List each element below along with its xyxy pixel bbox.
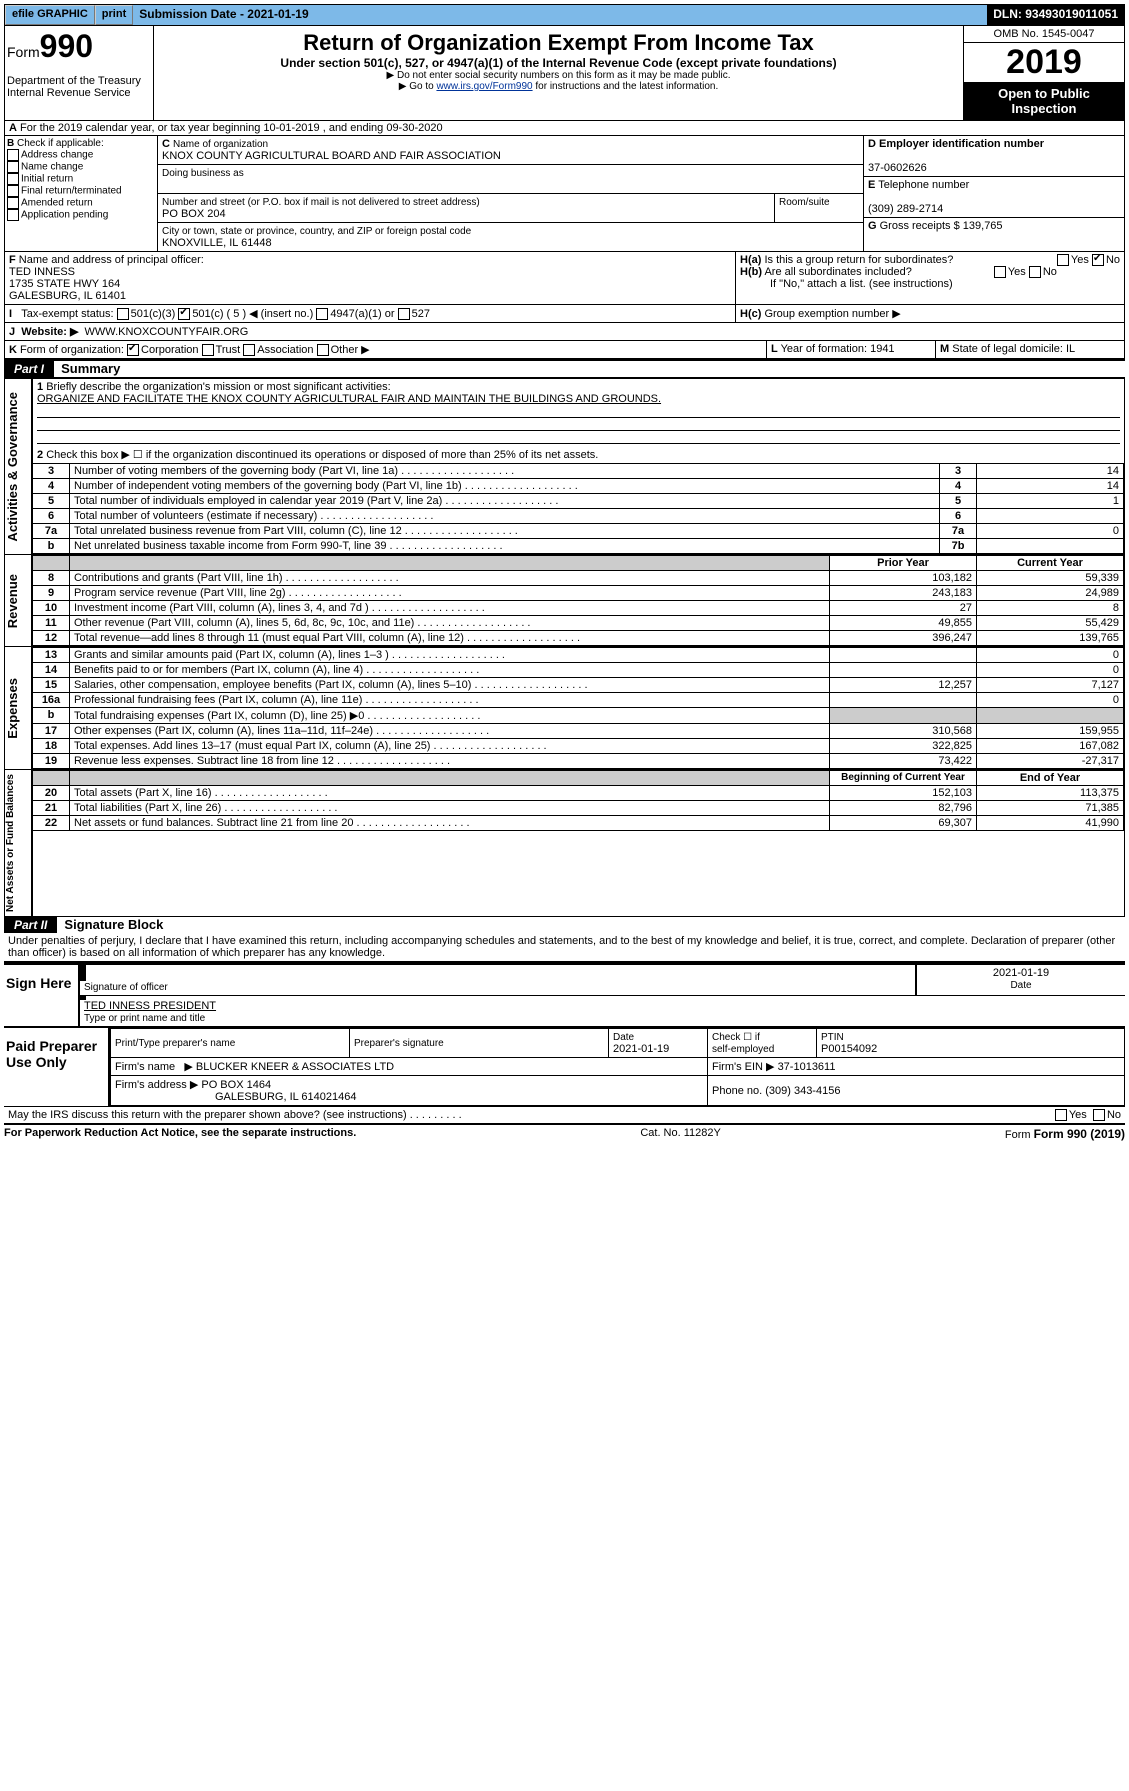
sign-date: 2021-01-19 xyxy=(993,967,1049,979)
state-domicile: IL xyxy=(1066,343,1075,355)
open-public-box: Open to PublicInspection xyxy=(964,82,1124,120)
year-formation: 1941 xyxy=(870,343,894,355)
officer-name: TED INNESS xyxy=(9,266,75,278)
org-name: KNOX COUNTY AGRICULTURAL BOARD AND FAIR … xyxy=(162,150,501,162)
dln: DLN: 93493019011051 xyxy=(987,5,1124,25)
governance-block: Activities & Governance 1 Briefly descri… xyxy=(4,379,1125,555)
line-A: A For the 2019 calendar year, or tax yea… xyxy=(5,121,1124,136)
netassets-table: Beginning of Current YearEnd of Year20To… xyxy=(33,770,1124,831)
cb-501c3[interactable] xyxy=(117,308,129,320)
cb-initial-return[interactable] xyxy=(7,173,19,185)
submission-date: Submission Date - 2021-01-19 xyxy=(133,5,314,25)
cb-527[interactable] xyxy=(398,308,410,320)
firm-addr2: GALESBURG, IL 614021464 xyxy=(115,1091,356,1103)
print-button[interactable]: print xyxy=(95,5,133,25)
cb-corp[interactable] xyxy=(127,344,139,356)
col-B-checkboxes: B Check if applicable: Address change Na… xyxy=(5,136,158,251)
cb-ha-yes[interactable] xyxy=(1057,254,1069,266)
form-number: Form990 xyxy=(7,28,151,65)
form-header: Form990 Department of the Treasury Inter… xyxy=(4,26,1125,121)
side-revenue: Revenue xyxy=(5,570,31,632)
cb-discuss-no[interactable] xyxy=(1093,1109,1105,1121)
org-address: PO BOX 204 xyxy=(162,208,226,220)
cb-discuss-yes[interactable] xyxy=(1055,1109,1067,1121)
revenue-block: Revenue Prior YearCurrent Year8Contribut… xyxy=(4,555,1125,647)
cb-amended-return[interactable] xyxy=(7,197,19,209)
topbar-spacer xyxy=(315,5,988,25)
side-netassets: Net Assets or Fund Balances xyxy=(5,770,31,916)
part-ii-title: Signature Block xyxy=(60,917,163,932)
cb-hb-no[interactable] xyxy=(1029,266,1041,278)
cb-other[interactable] xyxy=(317,344,329,356)
tax-year: 2019 xyxy=(964,43,1124,82)
mission-text: ORGANIZE AND FACILITATE THE KNOX COUNTY … xyxy=(37,393,661,405)
cb-trust[interactable] xyxy=(202,344,214,356)
firm-name: ▶ BLUCKER KNEER & ASSOCIATES LTD xyxy=(184,1061,394,1073)
part-ii-bar: Part II xyxy=(4,917,57,933)
gross-receipts: 139,765 xyxy=(963,220,1003,232)
website: WWW.KNOXCOUNTYFAIR.ORG xyxy=(85,326,249,338)
discuss-row: May the IRS discuss this return with the… xyxy=(4,1106,1125,1123)
sign-here-label: Sign Here xyxy=(4,965,78,1026)
cb-application-pending[interactable] xyxy=(7,209,19,221)
omb-number: OMB No. 1545-0047 xyxy=(964,26,1124,43)
officer-sig-name: TED INNESS PRESIDENT xyxy=(84,1000,216,1012)
form-subtitle-2: ▶ Do not enter social security numbers o… xyxy=(156,70,961,81)
declaration-text: Under penalties of perjury, I declare th… xyxy=(4,933,1125,963)
paid-preparer-label: Paid Preparer Use Only xyxy=(4,1028,108,1106)
side-governance: Activities & Governance xyxy=(5,388,31,546)
paid-preparer-block: Paid Preparer Use Only Print/Type prepar… xyxy=(4,1026,1125,1106)
cb-assoc[interactable] xyxy=(243,344,255,356)
part-i-title: Summary xyxy=(57,361,120,376)
entity-section: A For the 2019 calendar year, or tax yea… xyxy=(4,121,1125,359)
org-city: KNOXVILLE, IL 61448 xyxy=(162,237,272,249)
ein: 37-0602626 xyxy=(868,162,927,174)
form-subtitle-3: ▶ Go to www.irs.gov/Form990 for instruct… xyxy=(156,81,961,92)
dept-treasury: Department of the Treasury xyxy=(7,75,141,87)
sign-here-block: Sign Here Signature of officer 2021-01-1… xyxy=(4,963,1125,1026)
revenue-table: Prior YearCurrent Year8Contributions and… xyxy=(33,555,1124,646)
footer: For Paperwork Reduction Act Notice, see … xyxy=(4,1123,1125,1141)
expenses-block: Expenses 13Grants and similar amounts pa… xyxy=(4,647,1125,770)
part-i-bar: Part I xyxy=(4,361,54,377)
cb-4947[interactable] xyxy=(316,308,328,320)
efile-button[interactable]: efile GRAPHIC xyxy=(5,5,95,25)
firm-ein: 37-1013611 xyxy=(778,1061,836,1073)
firm-addr1: ▶ PO BOX 1464 xyxy=(190,1079,271,1091)
ptin: P00154092 xyxy=(821,1043,877,1055)
cb-ha-no[interactable] xyxy=(1092,254,1104,266)
form-title: Return of Organization Exempt From Incom… xyxy=(156,30,961,56)
form-subtitle-1: Under section 501(c), 527, or 4947(a)(1)… xyxy=(156,56,961,70)
cb-final-return[interactable] xyxy=(7,185,19,197)
dept-irs: Internal Revenue Service xyxy=(7,87,131,99)
expenses-table: 13Grants and similar amounts paid (Part … xyxy=(33,647,1124,769)
cb-name-change[interactable] xyxy=(7,161,19,173)
firm-phone: (309) 343-4156 xyxy=(765,1085,840,1097)
topbar: efile GRAPHIC print Submission Date - 20… xyxy=(4,4,1125,26)
cb-501c[interactable] xyxy=(178,308,190,320)
governance-table: 3Number of voting members of the governi… xyxy=(33,463,1124,554)
side-expenses: Expenses xyxy=(5,674,31,743)
irs-link[interactable]: www.irs.gov/Form990 xyxy=(436,81,532,92)
cb-hb-yes[interactable] xyxy=(994,266,1006,278)
netassets-block: Net Assets or Fund Balances Beginning of… xyxy=(4,770,1125,917)
cb-address-change[interactable] xyxy=(7,149,19,161)
prep-date: 2021-01-19 xyxy=(613,1043,669,1055)
telephone: (309) 289-2714 xyxy=(868,203,943,215)
